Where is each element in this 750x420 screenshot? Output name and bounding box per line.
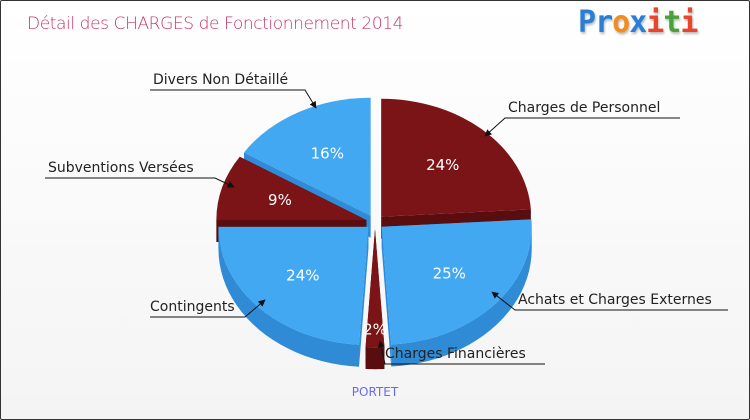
leader-line [150,89,317,109]
pct-label: 24% [286,266,319,284]
leader-line [484,117,680,137]
footer-city: PORTET [351,385,399,399]
slice-label: Subventions Versées [48,160,194,176]
slice-label: Charges de Personnel [508,100,660,116]
slice-wall [381,226,392,367]
slice-wall [359,226,369,367]
pie-slice-contingents [218,226,369,367]
slice-outer-wall [365,346,385,370]
slice-label: Contingents [150,299,235,315]
leader-line [377,340,545,365]
pie-slice-achats-et-charges-externes [381,219,532,367]
leader-line [150,299,266,318]
pct-label: 2% [363,321,387,339]
slice-top [244,97,371,216]
proxiti-logo[interactable]: Proxiti [578,5,698,40]
slice-top [365,229,385,348]
pie-slice-charges-financi-res [365,229,385,370]
pct-label: 9% [268,191,292,209]
leader-line [45,177,235,188]
slice-top [381,98,531,217]
leader-line [491,291,728,311]
slice-top [218,226,369,345]
slice-top [381,219,532,345]
pct-label: 24% [426,156,459,174]
slice-label: Charges Financières [385,346,526,362]
slice-outer-wall [218,226,360,367]
slice-outer-wall [391,226,532,367]
chart-title: Détail des CHARGES de Fonctionnement 201… [27,14,404,34]
slice-top [216,156,367,220]
pct-label: 16% [311,145,344,163]
slice-label: Achats et Charges Externes [518,292,712,308]
slice-label: Divers Non Détaillé [153,72,288,88]
pct-label: 25% [433,265,466,283]
